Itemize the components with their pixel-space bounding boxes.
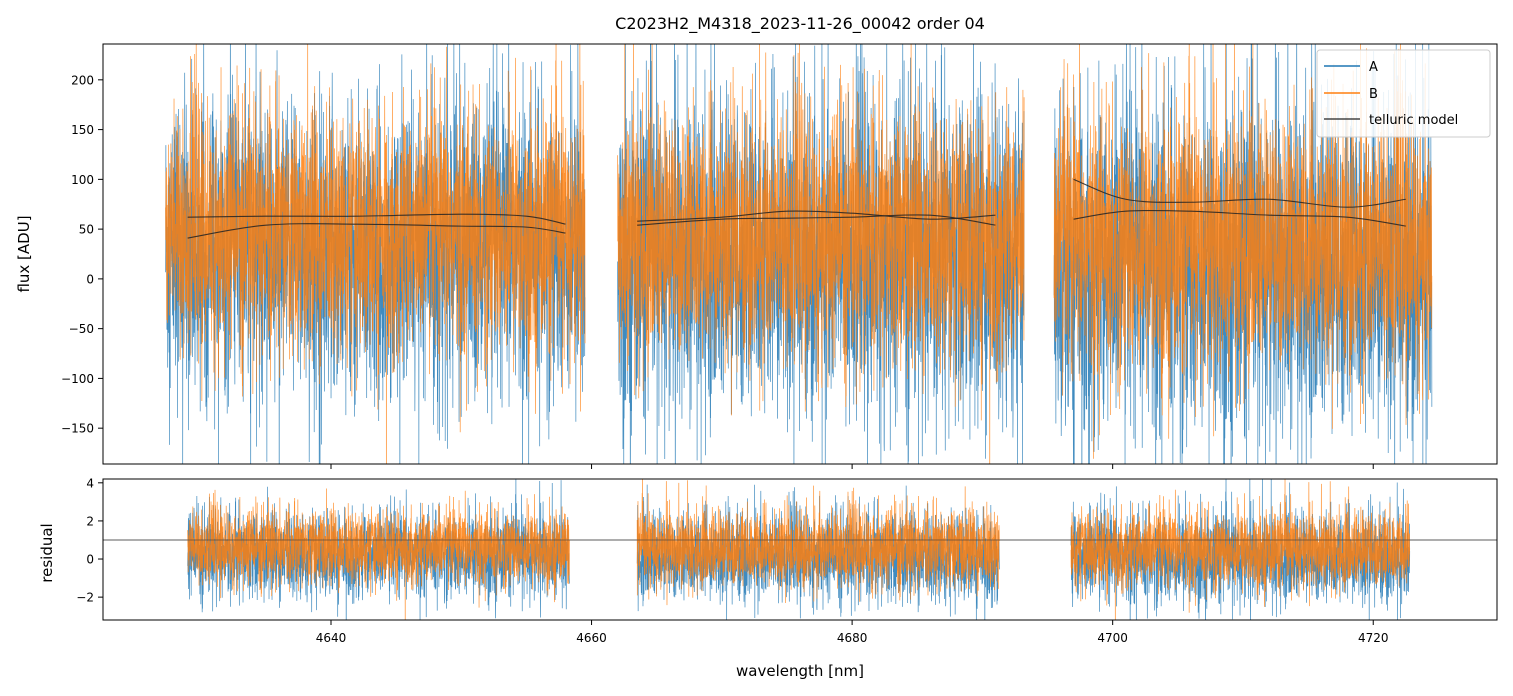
flux-y-tick-label: −100 — [61, 372, 94, 386]
x-tick-label: 4640 — [316, 631, 347, 645]
residual-y-tick-label: −2 — [76, 591, 94, 605]
telluric-model-curve-6 — [1073, 209, 1406, 227]
legend-label-a: A — [1369, 60, 1378, 75]
telluric-model-curve-3 — [637, 214, 996, 226]
residual-x-axis: 4640 4660 4680 4700 4720 — [316, 620, 1389, 645]
residual-y-tick-label: 2 — [86, 514, 94, 528]
flux-y-tick-label: 100 — [71, 173, 94, 187]
chart-title: C2023H2_M4318_2023-11-26_00042 order 04 — [615, 14, 985, 34]
residual-panel: −2 0 2 4 4640 4660 4680 4700 4720 residual wave… — [38, 476, 1498, 680]
residual-y-axis-title: residual — [38, 523, 56, 582]
residual-series-b-segment-3 — [1070, 479, 1411, 620]
flux-panel: −150 −100 −50 0 50 100 150 200 flux [ADU] A B t… — [15, 43, 1498, 469]
x-tick-label: 4720 — [1358, 631, 1389, 645]
telluric-model-curve-2 — [187, 223, 566, 239]
flux-y-axis-title: flux [ADU] — [15, 215, 33, 292]
x-tick-label: 4660 — [576, 631, 607, 645]
residual-y-tick-label: 0 — [86, 553, 94, 567]
legend-label-telluric-model: telluric model — [1369, 113, 1458, 128]
legend-label-b: B — [1369, 87, 1378, 102]
x-tick-label: 4680 — [837, 631, 868, 645]
residual-axes-frame — [102, 478, 1498, 621]
x-axis-title: wavelength [nm] — [736, 662, 864, 680]
flux-x-axis — [330, 464, 1374, 469]
legend: A B telluric model — [1316, 49, 1491, 138]
flux-y-tick-label: −150 — [61, 422, 94, 436]
flux-y-tick-label: 200 — [71, 73, 94, 87]
flux-y-tick-label: 150 — [71, 123, 94, 137]
flux-axes-frame — [102, 43, 1498, 465]
x-tick-label: 4700 — [1097, 631, 1128, 645]
flux-series-b-segment-2 — [617, 44, 1025, 464]
residual-y-axis: −2 0 2 4 — [76, 476, 103, 605]
flux-y-tick-label: 0 — [86, 272, 94, 286]
flux-y-tick-label: −50 — [69, 322, 94, 336]
legend-box — [1316, 49, 1491, 138]
residual-series-b-segment-1 — [187, 488, 570, 620]
residual-data — [103, 479, 1497, 620]
residual-series-b-segment-2 — [636, 479, 1000, 606]
flux-y-tick-label: 50 — [79, 223, 94, 237]
telluric-model-curve-4 — [637, 210, 996, 222]
flux-series-b-segment-3 — [1053, 44, 1433, 459]
telluric-model-curve-5 — [1073, 178, 1406, 208]
flux-series-b-segment-1 — [165, 44, 586, 464]
flux-y-axis: −150 −100 −50 0 50 100 150 200 — [61, 73, 103, 436]
flux-data — [165, 44, 1433, 464]
telluric-model-curve-1 — [187, 213, 566, 225]
residual-y-tick-label: 4 — [86, 476, 94, 490]
